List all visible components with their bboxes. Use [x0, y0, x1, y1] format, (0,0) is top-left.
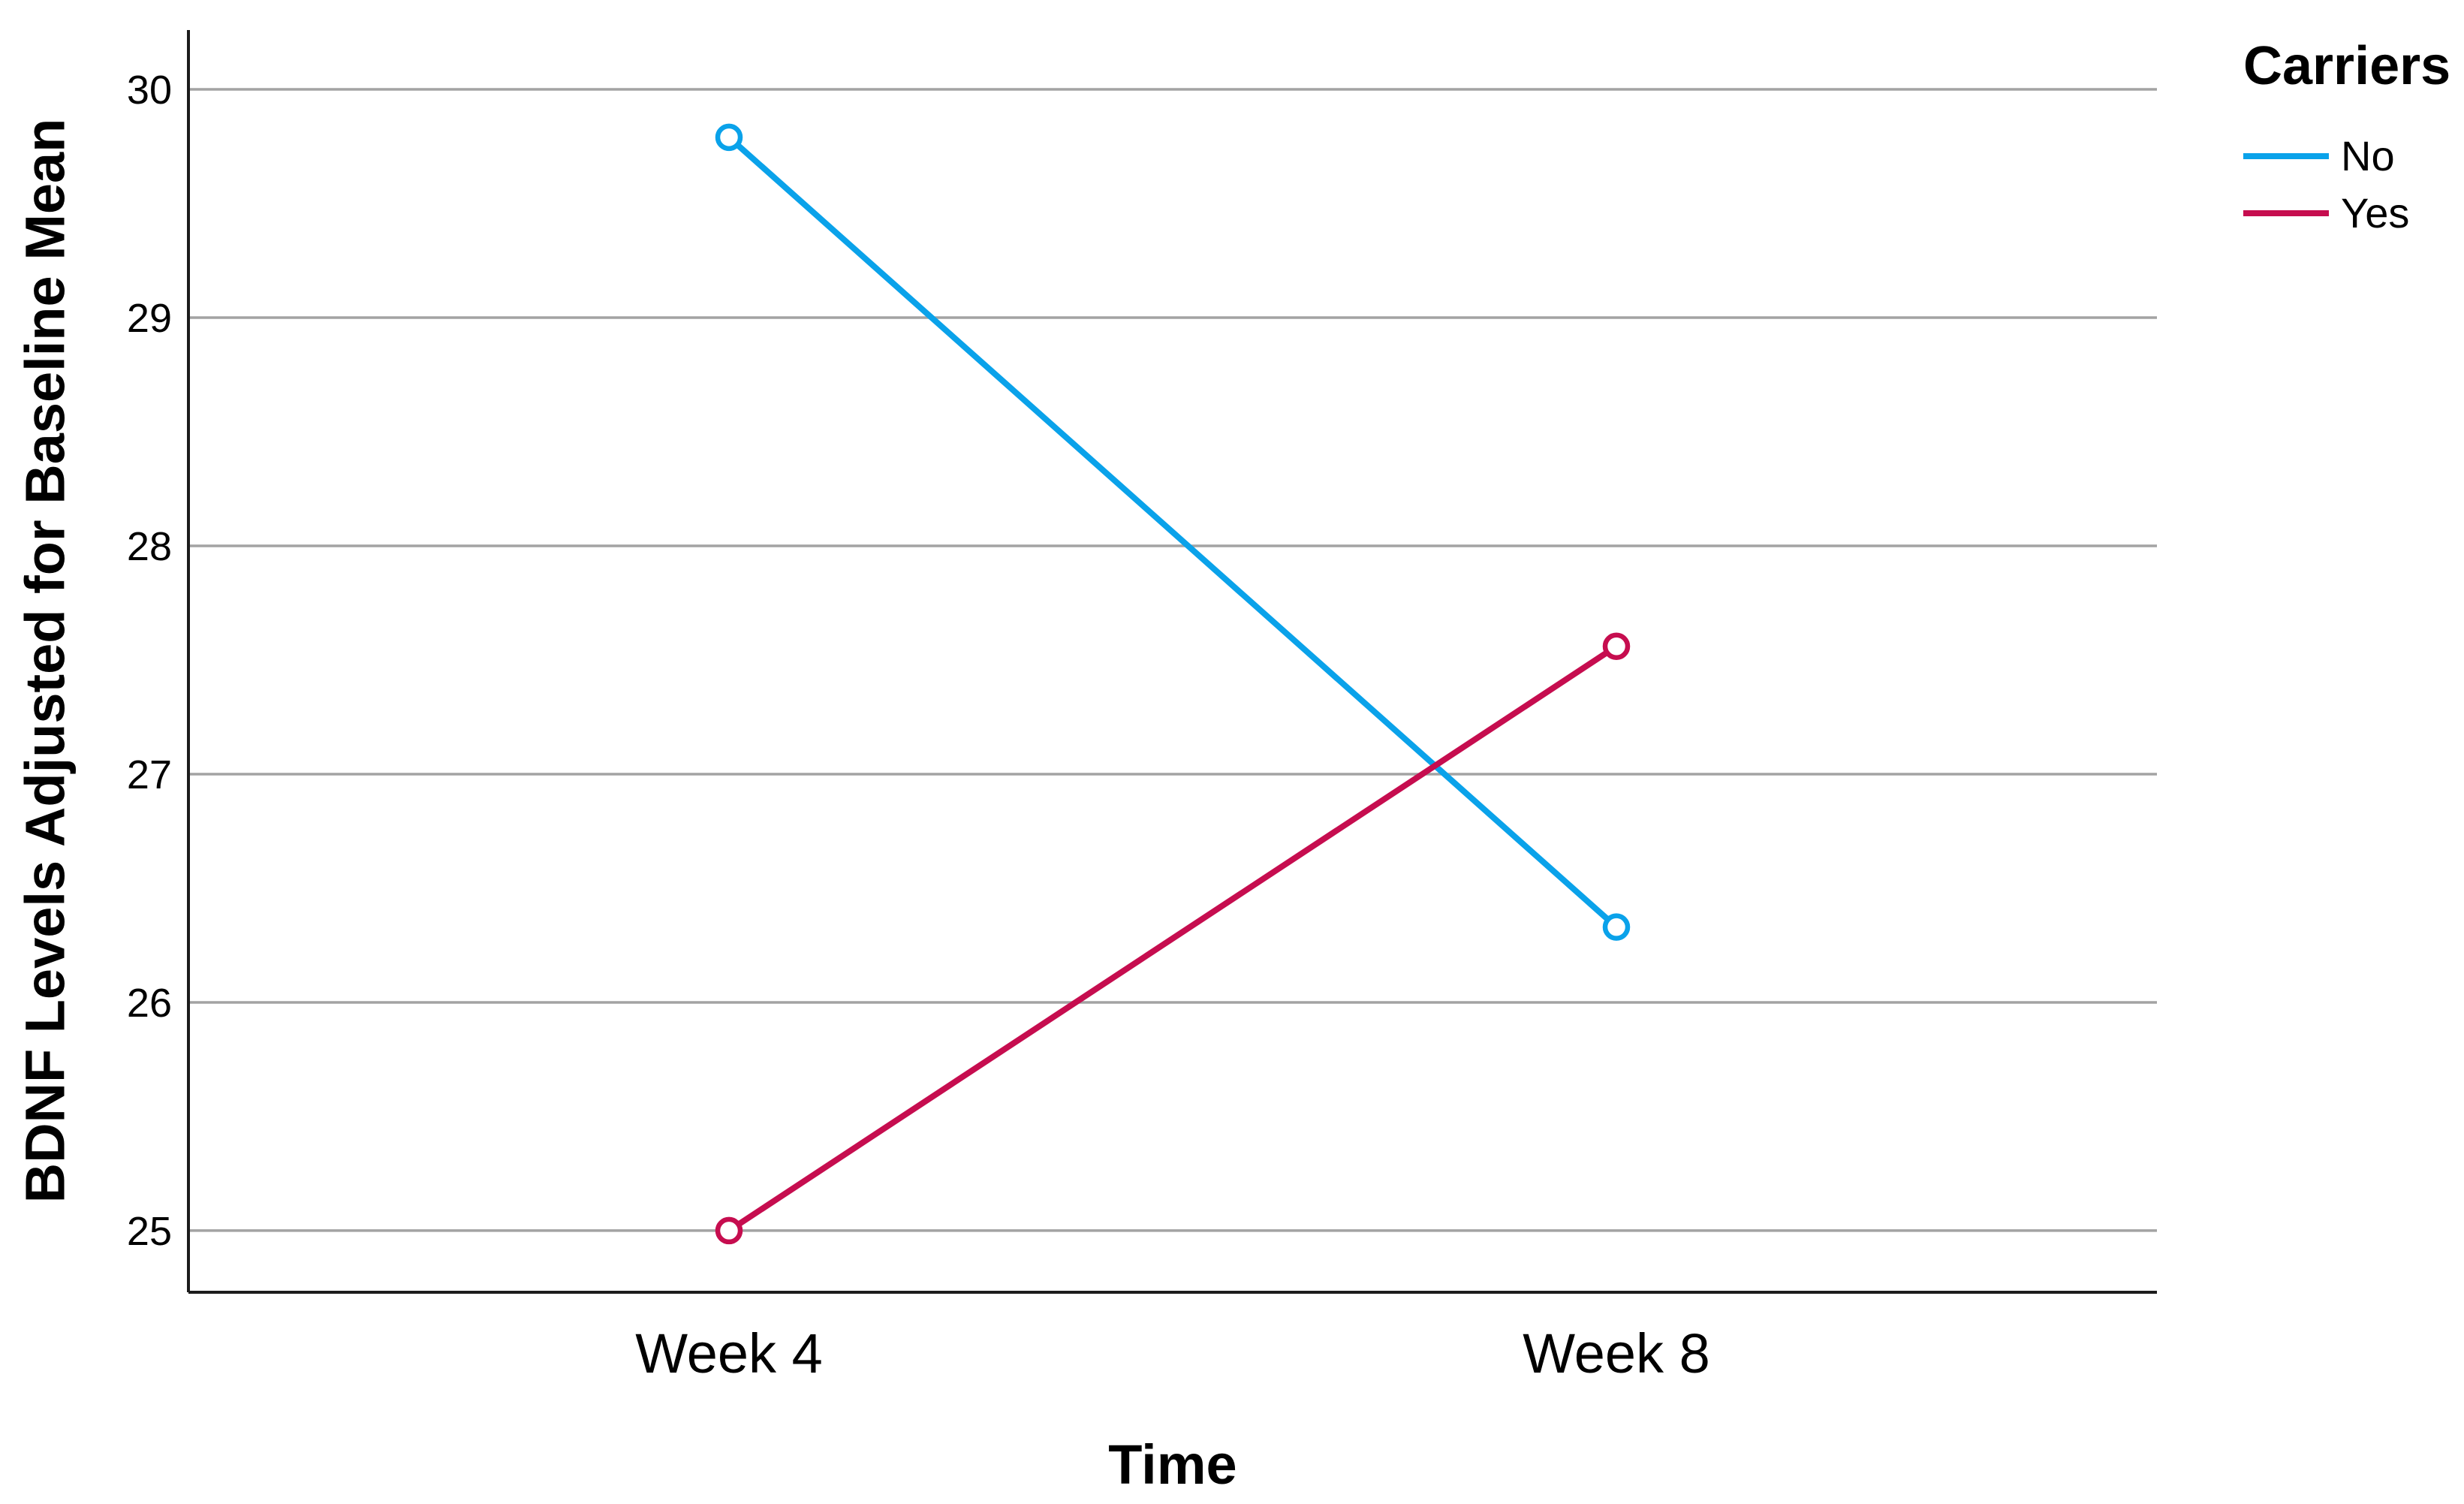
- y-tick-label-25: 25: [127, 1209, 172, 1254]
- legend-line-swatch-yes: [2243, 210, 2329, 216]
- data-point-yes-1: [1602, 632, 1631, 660]
- data-point-no-0: [715, 123, 743, 152]
- x-axis-title: Time: [1108, 1433, 1237, 1496]
- data-point-yes-0: [715, 1216, 743, 1245]
- series-line-yes: [727, 643, 1619, 1234]
- legend-title: Carriers: [2243, 36, 2451, 96]
- series-markers: [715, 123, 1631, 1245]
- legend-item-label-no: No: [2341, 132, 2395, 179]
- y-tick-label-30: 30: [127, 68, 172, 113]
- x-tick-labels: Week 4 Week 8: [635, 1322, 1710, 1385]
- legend-item-yes: Yes: [2243, 189, 2461, 237]
- x-tick-label-2: Week 8: [1523, 1322, 1710, 1385]
- y-tick-label-27: 27: [127, 752, 172, 797]
- x-tick-label-1: Week 4: [635, 1322, 823, 1385]
- legend: Carriers No Yes: [2243, 39, 2461, 237]
- series-lines: [727, 134, 1619, 1234]
- series-line-no: [727, 134, 1619, 930]
- axes: [187, 30, 2157, 1294]
- y-tick-label-26: 26: [127, 981, 172, 1026]
- y-tick-label-28: 28: [127, 524, 172, 569]
- data-point-no-1: [1602, 913, 1631, 941]
- y-axis-title: BDNF Levels Adjusted for Baseline Mean: [14, 118, 77, 1204]
- legend-item-no: No: [2243, 132, 2461, 180]
- gridlines: [188, 88, 2157, 1232]
- legend-item-label-yes: Yes: [2341, 189, 2410, 237]
- y-tick-label-29: 29: [127, 296, 172, 341]
- y-tick-labels: 25 26 27 28 29 30: [127, 68, 172, 1254]
- legend-line-swatch-no: [2243, 153, 2329, 159]
